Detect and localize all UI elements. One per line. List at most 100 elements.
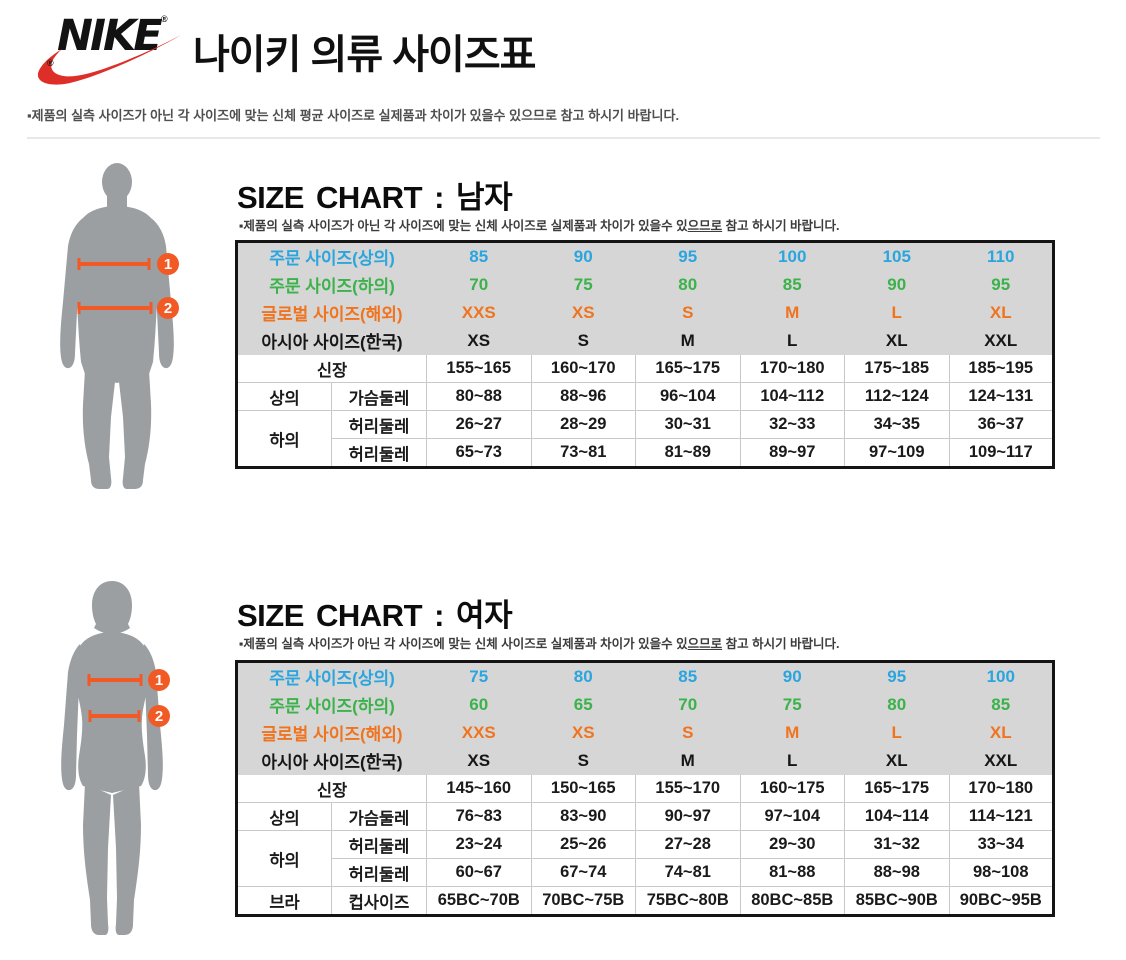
measurement-value: 96~104	[635, 382, 741, 411]
size-value: 85	[426, 241, 532, 271]
size-value: M	[635, 326, 741, 355]
measurement-value: 90BC~95B	[948, 886, 1054, 916]
measurement-value: 155~170	[635, 774, 741, 803]
size-value: 95	[844, 661, 950, 691]
size-value: L	[844, 298, 950, 327]
size-header-row: 주문 사이즈(상의) 85 90 95 100 105 110	[236, 241, 1054, 271]
row-label: 신장	[236, 774, 427, 803]
women-subtitle-text-end: 참고 하시기 바랍니다.	[722, 637, 840, 651]
measurement-value: 80BC~85B	[739, 886, 845, 916]
measurement-value: 23~24	[426, 830, 532, 859]
row-label: 가슴둘레	[331, 802, 427, 831]
waist-marker-number: 2	[164, 300, 172, 317]
size-value: M	[739, 298, 845, 327]
size-value: S	[635, 718, 741, 747]
page-title: 나이키 의류 사이즈표	[193, 33, 536, 77]
male-waist-measure-line: 2	[77, 297, 179, 319]
measurement-value: 36~37	[948, 410, 1054, 439]
nike-reg-mark: ®	[161, 14, 168, 24]
size-value: 70	[635, 690, 741, 719]
size-value: M	[739, 718, 845, 747]
men-section-title: SIZE CHART : 남자	[237, 180, 513, 215]
measurement-value: 112~124	[844, 382, 950, 411]
row-label: 글로벌 사이즈(해외)	[236, 718, 427, 747]
measurement-value: 145~160	[426, 774, 532, 803]
chest-marker-number: 1	[155, 672, 163, 689]
chest-marker-number: 1	[164, 256, 172, 273]
measurement-value: 30~31	[635, 410, 741, 439]
measurement-value: 80~88	[426, 382, 532, 411]
measurement-value: 97~109	[844, 438, 950, 468]
row-label: 허리둘레	[331, 830, 427, 859]
row-label: 주문 사이즈(상의)	[236, 661, 427, 691]
nike-logo: NIKE ® ®	[37, 11, 181, 85]
row-label: 허리둘레	[331, 410, 427, 439]
male-chest-measure-line: 1	[77, 253, 179, 275]
size-value: S	[530, 326, 636, 355]
size-value: 75	[530, 270, 636, 299]
nike-swoosh-icon	[37, 35, 181, 85]
size-value: 90	[739, 661, 845, 691]
size-value: 110	[948, 241, 1054, 271]
measurement-value: 124~131	[948, 382, 1054, 411]
size-value: XS	[530, 298, 636, 327]
size-header-row: 아시아 사이즈(한국) XS S M L XL XXL	[236, 326, 1054, 355]
size-header-row: 글로벌 사이즈(해외) XXS XS S M L XL	[236, 718, 1054, 747]
measurement-value: 170~180	[948, 774, 1054, 803]
measurement-row: 상의 가슴둘레 76~83 83~90 90~97 97~104 104~114 114~12…	[236, 802, 1054, 831]
measurement-value: 165~175	[844, 774, 950, 803]
size-header-row: 주문 사이즈(하의) 70 75 80 85 90 95	[236, 270, 1054, 299]
measurement-value: 85BC~90B	[844, 886, 950, 916]
size-value: 85	[948, 690, 1054, 719]
measurement-value: 76~83	[426, 802, 532, 831]
measurement-value: 74~81	[635, 858, 741, 887]
row-label: 하의	[236, 830, 332, 887]
size-value: XXL	[948, 746, 1054, 775]
measurement-row: 신장 145~160 150~165 155~170 160~175 165~175 170…	[236, 774, 1054, 803]
size-value: XS	[530, 718, 636, 747]
measurement-row: 신장 155~165 160~170 165~175 170~180 175~185 185…	[236, 354, 1054, 383]
female-silhouette	[61, 581, 163, 935]
male-figure: 1 2	[60, 163, 179, 489]
row-label: 주문 사이즈(상의)	[236, 241, 427, 271]
size-header-row: 주문 사이즈(상의) 75 80 85 90 95 100	[236, 661, 1054, 691]
size-header-row: 아시아 사이즈(한국) XS S M L XL XXL	[236, 746, 1054, 775]
size-value: 80	[530, 661, 636, 691]
swoosh-reg-mark: ®	[47, 58, 54, 68]
measurement-row: 하의 허리둘레 26~27 28~29 30~31 32~33 34~35 36~37	[236, 410, 1054, 468]
men-subtitle-underlined: 으므로	[687, 219, 723, 233]
measurement-value: 170~180	[739, 354, 845, 383]
size-value: XXS	[426, 298, 532, 327]
size-value: 80	[635, 270, 741, 299]
row-label: 허리둘레	[331, 438, 427, 468]
row-label: 주문 사이즈(하의)	[236, 270, 427, 299]
size-value: XL	[948, 718, 1054, 747]
men-subtitle-text: ▪제품의 실측 사이즈가 아닌 각 사이즈에 맞는 신체 사이즈로 실제품과 차…	[239, 219, 688, 233]
measurement-row: 허리둘레 65~73 73~81 81~89 89~97 97~109 109~117	[237, 438, 1054, 468]
row-label: 브라	[236, 886, 332, 916]
size-value: 90	[530, 241, 636, 271]
size-value: L	[739, 746, 845, 775]
measurement-value: 97~104	[739, 802, 845, 831]
measurement-value: 67~74	[530, 858, 636, 887]
women-section-subtitle: ▪제품의 실측 사이즈가 아닌 각 사이즈에 맞는 신체 사이즈로 실제품과 차…	[239, 633, 840, 652]
size-value: 90	[844, 270, 950, 299]
measurement-value: 81~89	[635, 438, 741, 468]
size-value: L	[844, 718, 950, 747]
measurement-value: 28~29	[530, 410, 636, 439]
size-value: S	[530, 746, 636, 775]
measurement-value: 31~32	[844, 830, 950, 859]
size-value: 95	[635, 241, 741, 271]
measurement-value: 75BC~80B	[635, 886, 741, 916]
measurement-value: 104~114	[844, 802, 950, 831]
size-value: XS	[426, 746, 532, 775]
measurement-value: 109~117	[948, 438, 1054, 468]
nike-wordmark: NIKE	[57, 11, 162, 61]
size-value: 75	[426, 661, 532, 691]
size-value: XS	[426, 326, 532, 355]
measurement-value: 104~112	[739, 382, 845, 411]
size-value: 60	[426, 690, 532, 719]
female-chest-measure-line: 1	[87, 669, 170, 691]
size-value: XXS	[426, 718, 532, 747]
size-value: 85	[739, 270, 845, 299]
